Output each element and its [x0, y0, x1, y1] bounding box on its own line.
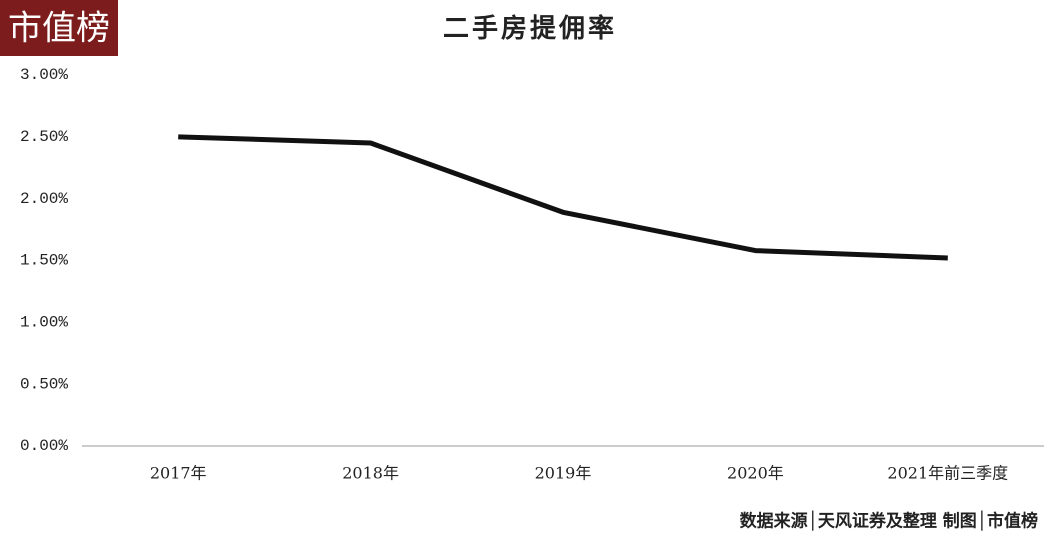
y-tick-label: 1.00%	[20, 314, 68, 332]
source-note: 数据来源│天风证券及整理 制图│市值榜	[740, 511, 1038, 532]
y-tick-label: 3.00%	[20, 66, 68, 84]
line-series	[178, 134, 948, 261]
brand: 市值榜	[8, 9, 110, 49]
x-tick-label: 2019年	[535, 464, 592, 483]
x-tick-label: 2021年前三季度	[887, 464, 1008, 483]
y-tick-label: 0.50%	[20, 375, 68, 393]
y-tick-label: 2.00%	[20, 190, 68, 208]
brand-box	[0, 0, 118, 56]
chart-title: 二手房提佣率	[443, 13, 617, 44]
x-tick-label: 2017年	[150, 464, 207, 483]
x-tick-label: 2018年	[342, 464, 399, 483]
x-tick-label: 2020年	[727, 464, 784, 483]
y-tick-label: 1.50%	[20, 252, 68, 270]
y-tick-label: 2.50%	[20, 128, 68, 146]
y-tick-label: 0.00%	[20, 437, 68, 455]
